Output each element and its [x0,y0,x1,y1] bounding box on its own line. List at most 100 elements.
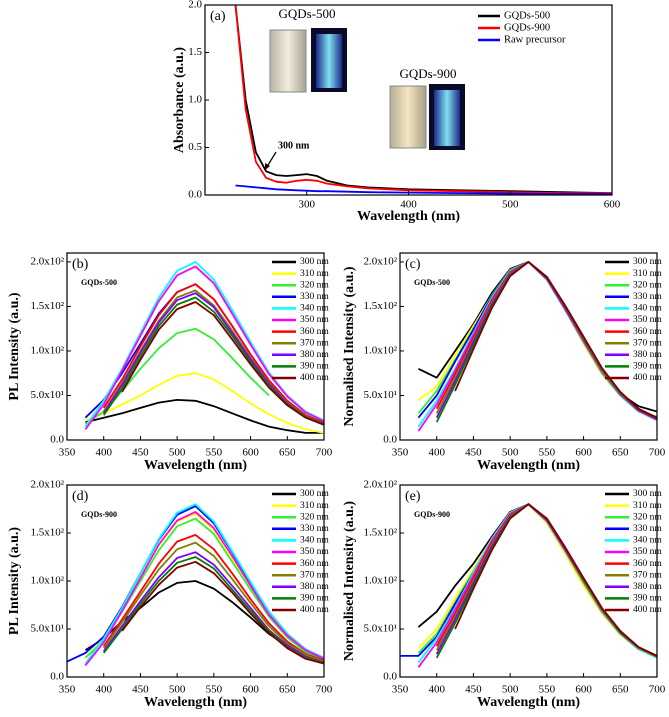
x-axis-label: Wavelength (nm) [144,695,247,710]
x-tick-label: 450 [132,447,149,459]
legend-label: 370 nm [633,338,662,348]
x-tick-label: 550 [206,684,223,696]
x-tick-label: 400 [428,684,445,696]
axes-frame [66,252,325,441]
y-tick-label: 1.0x10² [363,575,397,587]
annotation: GQDs-500 [278,6,335,21]
legend-label: 400 nm [633,373,662,383]
y-tick-label: 5.0x10¹ [30,389,64,401]
y-tick-label: 1.5x10² [30,300,64,312]
data-line [85,372,324,434]
x-tick-label: 600 [575,447,592,459]
legend-label: 300 nm [300,257,329,267]
legend-label: 320 nm [300,512,329,522]
plot-area [417,261,657,432]
x-tick-label: 550 [206,447,223,459]
panel-label: (b) [72,257,89,272]
vial-photo [269,29,307,93]
annotation: GQDs-500 [414,278,450,287]
data-line [85,399,324,434]
data-line [84,511,324,667]
x-tick-label: 350 [59,447,76,459]
y-tick-label: 2.0x10² [363,479,397,491]
plot-area [400,503,657,668]
y-tick-label: 0.0 [50,671,64,683]
x-axis-label: Wavelength (nm) [357,209,460,224]
legend-label: 390 nm [300,362,329,372]
legend-label: 390 nm [633,362,662,372]
vial-photo [434,90,460,146]
x-tick-label: 500 [502,447,519,459]
x-tick-label: 500 [502,684,519,696]
y-axis-label: PL Intensity (a.u.) [7,292,22,400]
data-line [121,560,324,665]
legend-label: 400 nm [300,605,329,615]
x-tick-label: 700 [649,447,666,459]
x-tick-label: 450 [465,684,482,696]
x-tick-label: 300 [299,199,316,211]
x-axis-label: Wavelength (nm) [477,458,580,473]
x-tick-label: 700 [316,447,333,459]
legend-label: 340 nm [633,304,662,314]
y-tick-label: 5.0x10¹ [363,623,397,635]
legend-label: 330 nm [633,524,662,534]
y-tick-label: 0.5 [188,141,202,153]
y-tick-label: 1.0 [188,94,202,106]
x-tick-label: 500 [169,447,186,459]
y-tick-label: 0.0 [383,434,397,446]
x-tick-label: 500 [502,199,519,211]
x-tick-label: 400 [428,447,445,459]
legend-label: 350 nm [633,315,662,325]
y-tick-label: 2.0 [188,0,202,11]
legend-label: 350 nm [300,547,329,557]
legend-label: 310 nm [300,269,329,279]
x-tick-label: 550 [539,684,556,696]
annotation: GQDs-900 [81,510,117,519]
legend-label: 350 nm [633,547,662,557]
vial-photo [389,85,427,149]
y-tick-label: 2.0x10² [30,255,64,267]
x-tick-label: 600 [242,684,259,696]
data-line [121,301,324,426]
annotation: 300 nm [278,140,310,151]
plot-area [84,261,324,434]
y-axis-label: PL Intensity (a.u.) [7,527,22,635]
x-tick-label: 700 [649,684,666,696]
y-axis-label: Normalised Intensity (a.u.) [342,501,357,662]
data-line [454,261,657,419]
y-tick-label: 1.5x10² [363,300,397,312]
legend-label: 400 nm [300,373,329,383]
legend-label: 320 nm [300,280,329,290]
legend-label: 330 nm [300,292,329,302]
legend-label: 340 nm [633,536,662,546]
x-axis-label: Wavelength (nm) [144,458,247,473]
annotation: GQDs-900 [414,510,450,519]
legend-label: 360 nm [300,559,329,569]
legend-label: 300 nm [300,489,329,499]
x-axis-label: Wavelength (nm) [477,695,580,710]
vial-photo [316,34,342,88]
legend-label: Raw precursor [504,34,566,45]
legend-label: 330 nm [300,524,329,534]
axes-frame [399,252,658,441]
legend-label: 380 nm [300,582,329,592]
legend-label: 340 nm [300,304,329,314]
x-tick-label: 400 [95,447,112,459]
legend-label: GQDs-500 [504,10,550,21]
plot-area [67,503,324,667]
legend-label: 370 nm [300,570,329,580]
legend-label: 390 nm [300,594,329,604]
legend-label: 400 nm [633,605,662,615]
y-tick-label: 1.5x10² [30,527,64,539]
legend-label: 320 nm [633,512,662,522]
legend-label: 300 nm [633,489,662,499]
data-line [417,261,657,432]
plot-area [234,5,612,195]
legend-label: 320 nm [633,280,662,290]
legend-label: 340 nm [300,536,329,546]
x-tick-label: 600 [575,684,592,696]
data-line [454,503,657,657]
x-tick-label: 350 [59,684,76,696]
data-line [102,283,324,424]
